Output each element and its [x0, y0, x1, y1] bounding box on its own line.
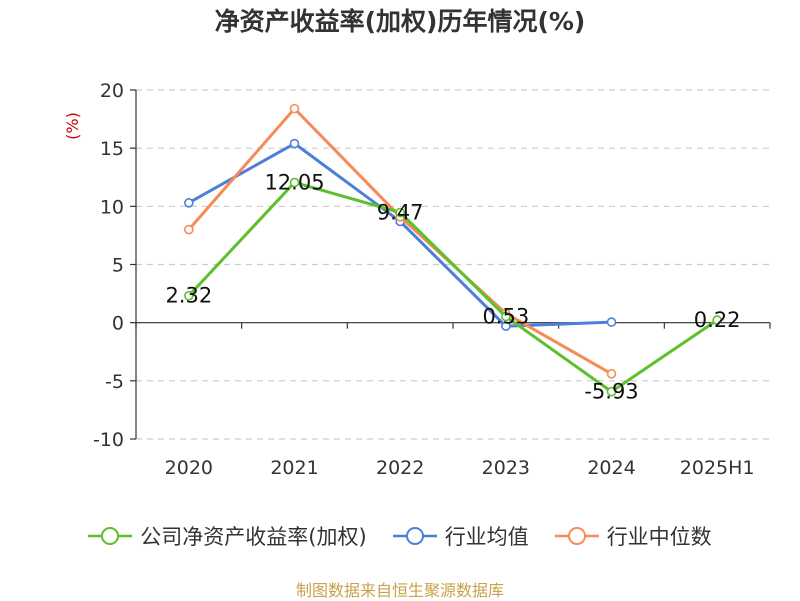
legend-item-0[interactable]: 公司净资产收益率(加权): [88, 521, 367, 551]
series-2-point-2021: [289, 103, 300, 114]
legend-item-1[interactable]: 行业均值: [392, 521, 529, 551]
series-1-point-2023: [501, 321, 511, 331]
series-0-point-2025H1: [712, 315, 722, 325]
y-tick-label: 20: [100, 80, 124, 102]
series-lines: [184, 103, 722, 397]
data-label-2023: 0.53: [482, 305, 529, 329]
series-0-point-2024: [606, 386, 617, 397]
source-note: 制图数据来自恒生聚源数据库: [295, 581, 504, 600]
data-label-2025H1: 0.22: [694, 308, 741, 332]
x-tick-label-2021: 2021: [270, 457, 318, 479]
y-tick-label: 15: [100, 138, 124, 160]
chart-title: 净资产收益率(加权)历年情况(%): [214, 7, 586, 36]
legend-label: 行业均值: [444, 525, 529, 549]
x-tick-label-2024: 2024: [587, 457, 635, 479]
x-tick-label-2022: 2022: [376, 457, 424, 479]
y-tick-label: -10: [93, 429, 124, 451]
x-tick-label-2020: 2020: [165, 457, 213, 479]
series-0-point-2022: [395, 207, 405, 218]
series-1-point-2020: [184, 198, 194, 208]
y-tick-label: -5: [105, 371, 124, 393]
y-axis-label: (%): [63, 112, 82, 140]
x-tick-label-2025H1: 2025H1: [680, 457, 755, 479]
legend-label: 行业中位数: [606, 525, 712, 549]
series-2-point-2020: [184, 224, 194, 235]
series-1-point-2021: [289, 138, 300, 149]
series-0-point-2023: [501, 311, 511, 322]
series-0-point-2020: [184, 290, 194, 301]
series-1-point-2024: [606, 317, 617, 327]
legend-swatch-icon: [554, 527, 599, 545]
data-labels: 2.32 12.05 9.47 0.53 -5.93 0.22: [165, 170, 740, 403]
series-0-point-2021: [289, 177, 300, 188]
data-label-2022: 9.47: [377, 200, 424, 224]
legend-swatch-icon: [88, 527, 133, 545]
y-tick-label: 5: [112, 255, 124, 277]
data-label-2020: 2.32: [165, 284, 212, 308]
y-tick-label: 10: [100, 196, 124, 218]
data-label-2024: -5.93: [584, 380, 638, 404]
legend-item-2[interactable]: 行业中位数: [554, 521, 712, 551]
series-line-0: [187, 180, 719, 394]
legend: 公司净资产收益率(加权) 行业均值 行业中位数: [0, 521, 800, 551]
legend-swatch-icon: [392, 527, 437, 545]
series-2-point-2024: [606, 369, 617, 379]
x-tick-label-2023: 2023: [482, 457, 530, 479]
legend-label: 公司净资产收益率(加权): [140, 525, 367, 549]
axes: 20 15 10 5 0 -5 -10 2020 2021 2022 2023 2024 2025H1: [93, 80, 771, 479]
y-tick-label: 0: [112, 313, 124, 335]
data-label-2021: 12.05: [264, 170, 324, 194]
series-line-1: [188, 142, 612, 328]
